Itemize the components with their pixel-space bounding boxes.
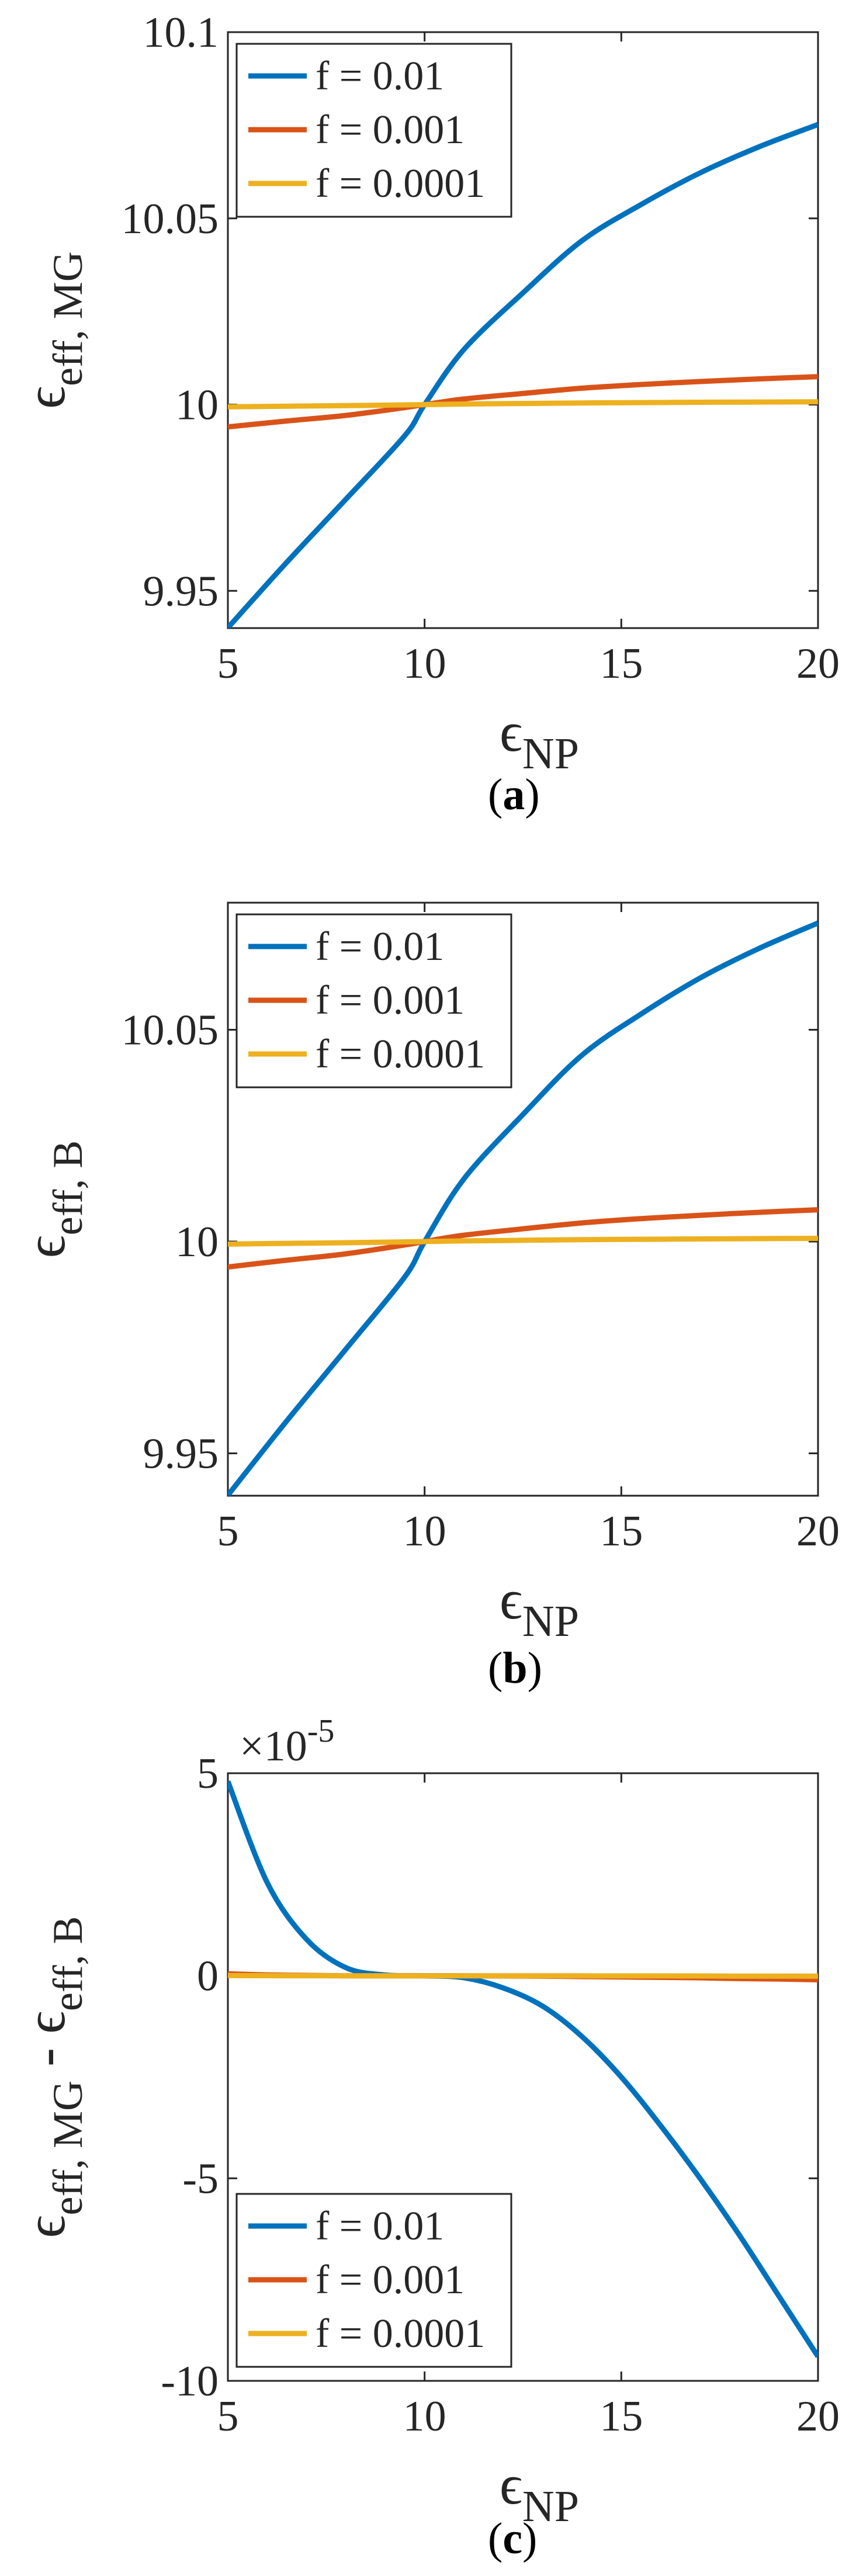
panel-caption-open: ( (488, 2514, 502, 2563)
panel-caption: (c) (488, 2514, 537, 2563)
y-axis-subscript: eff, MG (44, 2081, 91, 2216)
y-tick-label: 10 (175, 382, 219, 429)
y-tick-label: 10 (175, 1218, 219, 1266)
y-exponent-label: ×10-5 (240, 1713, 334, 1770)
x-tick-label: 15 (599, 640, 643, 688)
x-tick-label: 20 (796, 640, 840, 688)
panel-caption-open: ( (488, 1644, 502, 1693)
x-axis-label: ϵNP (500, 1568, 579, 1646)
x-axis-symbol: ϵ (500, 1568, 522, 1631)
legend-label: f = 0.01 (316, 2204, 444, 2249)
panel-caption-close: ) (525, 770, 539, 819)
y-axis-subscript: eff, MG (44, 251, 91, 386)
legend: f = 0.01 f = 0.001 f = 0.0001 (235, 2193, 512, 2368)
y-axis-minus: - ϵ (14, 2011, 77, 2081)
legend: f = 0.01 f = 0.001 f = 0.0001 (235, 43, 512, 218)
panel-caption: (a) (488, 770, 540, 819)
y-tick-label: 0 (197, 1953, 219, 2001)
legend-label: f = 0.001 (316, 2258, 465, 2303)
x-tick-label: 10 (403, 640, 446, 688)
y-tick-label: -10 (161, 2357, 219, 2405)
x-axis-label: ϵNP (500, 701, 579, 778)
panel-caption-open: ( (488, 770, 502, 819)
series-line-3 (228, 399, 818, 410)
legend-label: f = 0.01 (316, 54, 444, 99)
x-tick-label: 5 (217, 1507, 239, 1555)
x-tick-label: 15 (599, 1507, 643, 1555)
series-line-2 (228, 374, 818, 430)
x-axis-symbol: ϵ (500, 701, 522, 763)
panel-caption-close: ) (522, 2514, 537, 2563)
x-axis-subscript: NP (522, 729, 579, 778)
y-axis-symbol: ϵ (14, 2216, 77, 2238)
panel-caption: (b) (488, 1644, 542, 1693)
exponent-power: -5 (307, 1713, 335, 1749)
x-tick-label: 5 (217, 2393, 239, 2440)
y-axis-label: ϵeff, MG - ϵeff, B (14, 1916, 91, 2238)
y-tick-label: 9.95 (143, 1430, 219, 1478)
y-axis-symbol: ϵ (14, 1235, 77, 1258)
x-axis-subscript: NP (522, 1597, 579, 1646)
series-line-3 (228, 1972, 818, 1979)
y-axis-label: ϵeff, MG (14, 251, 91, 408)
y-axis-subscript: eff, B (44, 1140, 91, 1236)
legend-label: f = 0.0001 (316, 161, 485, 206)
series-line-3 (228, 1236, 818, 1247)
y-tick-label: 10.05 (122, 1007, 219, 1055)
legend-label: f = 0.01 (316, 924, 444, 969)
x-tick-label: 20 (796, 1507, 840, 1555)
y-tick-label: 9.95 (143, 567, 219, 615)
panel-caption-close: ) (528, 1644, 542, 1693)
panel-caption-letter: a (502, 770, 525, 819)
y-tick-label: -5 (182, 2155, 219, 2203)
y-tick-label: 10.05 (122, 195, 219, 243)
x-axis-symbol: ϵ (500, 2453, 522, 2516)
series-line-2 (228, 1207, 818, 1270)
exponent-base: ×10 (240, 1722, 307, 1770)
x-tick-label: 10 (403, 2393, 446, 2440)
x-tick-label: 10 (403, 1507, 446, 1555)
y-axis-label: ϵeff, B (14, 1140, 91, 1258)
x-tick-label: 15 (599, 2393, 643, 2440)
legend-label: f = 0.001 (316, 978, 465, 1023)
legend-label: f = 0.001 (316, 108, 465, 152)
panel-caption-letter: c (502, 2514, 522, 2563)
y-axis-symbol: ϵ (14, 386, 77, 409)
series-line-1 (228, 122, 818, 628)
legend-label: f = 0.0001 (316, 2311, 485, 2356)
legend-label: f = 0.0001 (316, 1032, 485, 1077)
x-axis-label: ϵNP (500, 2453, 579, 2531)
series-line-1 (228, 1780, 818, 2358)
x-tick-label: 5 (217, 640, 239, 688)
series-line-1 (228, 920, 818, 1496)
x-tick-label: 20 (796, 2393, 840, 2440)
x-axis-subscript: NP (522, 2482, 579, 2531)
legend: f = 0.01 f = 0.001 f = 0.0001 (235, 913, 512, 1088)
y-axis-subscript-2: eff, B (44, 1916, 91, 2012)
y-tick-label: 10.1 (143, 9, 219, 57)
y-tick-label: 5 (197, 1750, 219, 1798)
panel-caption-letter: b (502, 1644, 527, 1693)
